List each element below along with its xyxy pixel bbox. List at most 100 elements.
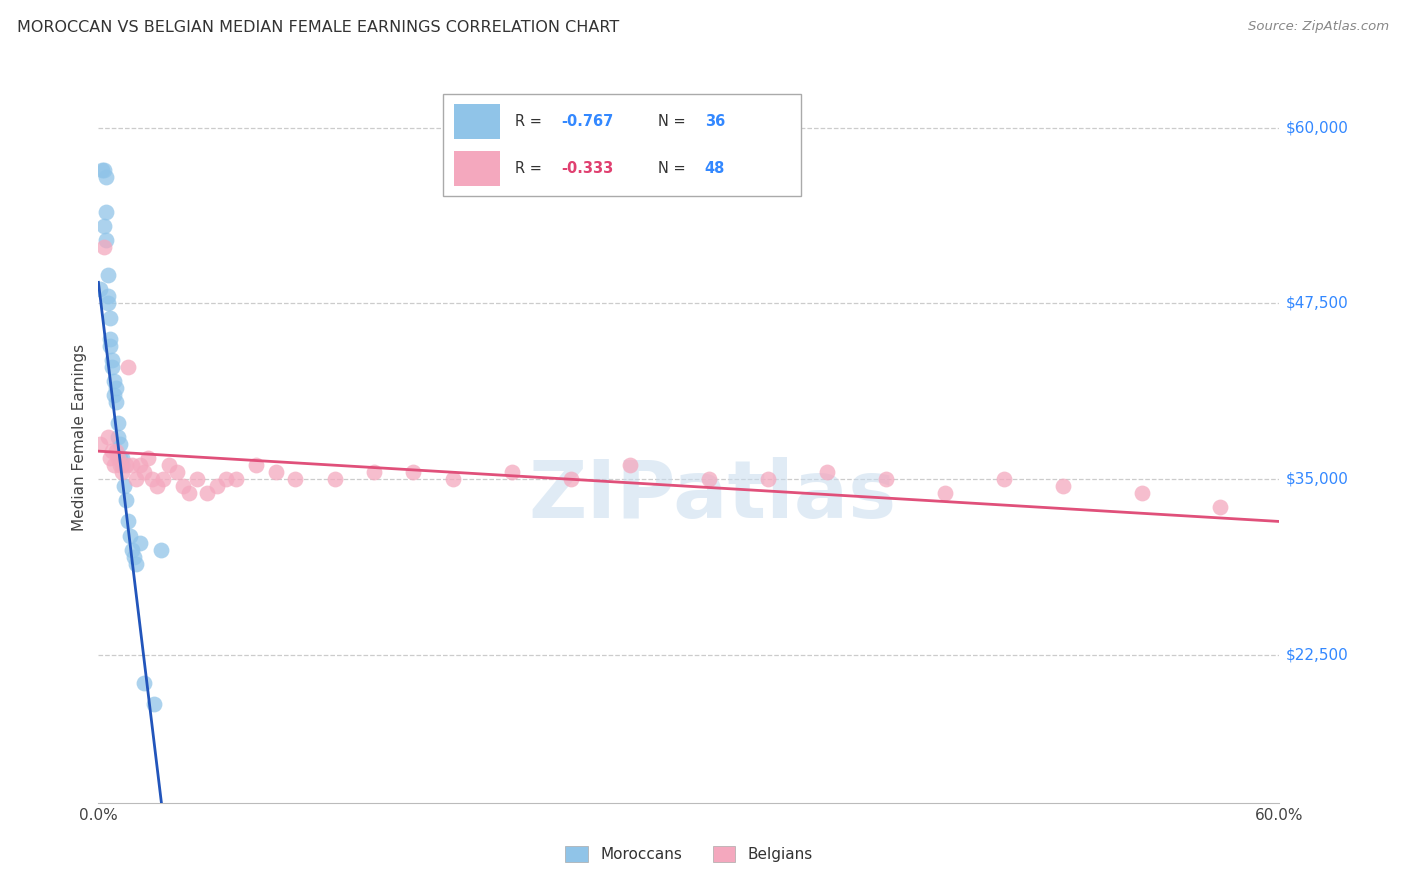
Point <box>132 465 155 479</box>
Point <box>111 458 134 473</box>
Point <box>98 332 121 346</box>
Y-axis label: Median Female Earnings: Median Female Earnings <box>72 343 87 531</box>
Point <box>619 458 641 473</box>
Point <box>363 465 385 479</box>
Point <box>1209 500 1232 515</box>
Point <box>166 465 188 479</box>
Point <box>96 205 118 219</box>
Text: $22,500: $22,500 <box>1285 648 1348 663</box>
Point <box>815 465 838 479</box>
Point <box>103 388 125 402</box>
Point <box>93 219 115 233</box>
Point <box>98 310 121 325</box>
Point <box>323 472 346 486</box>
Point <box>96 233 118 247</box>
Point <box>122 549 145 564</box>
Point <box>934 486 956 500</box>
Point <box>107 416 129 430</box>
Point <box>128 535 150 549</box>
Text: R =: R = <box>515 114 546 128</box>
Point <box>117 515 139 529</box>
Point <box>108 451 131 466</box>
Point <box>97 289 120 303</box>
Point <box>93 240 115 254</box>
Point <box>117 359 139 374</box>
Point <box>141 472 163 486</box>
Legend: Moroccans, Belgians: Moroccans, Belgians <box>558 840 820 868</box>
Point <box>152 472 174 486</box>
Point <box>101 359 124 374</box>
Point <box>125 557 148 571</box>
Point <box>121 542 143 557</box>
Point <box>111 465 134 479</box>
Point <box>875 472 897 486</box>
Point <box>112 479 135 493</box>
Text: -0.333: -0.333 <box>561 161 613 176</box>
Point <box>993 472 1015 486</box>
FancyBboxPatch shape <box>454 104 501 139</box>
Point <box>108 458 131 473</box>
Point <box>157 458 180 473</box>
Point <box>501 465 523 479</box>
Point <box>136 451 159 466</box>
Point <box>756 472 779 486</box>
Point <box>108 437 131 451</box>
Point <box>215 472 238 486</box>
Point <box>101 352 124 367</box>
Point <box>107 430 129 444</box>
Text: $35,000: $35,000 <box>1285 472 1348 487</box>
Point <box>150 542 173 557</box>
Point <box>118 528 141 542</box>
Point <box>98 451 121 466</box>
Point <box>103 458 125 473</box>
Text: Source: ZipAtlas.com: Source: ZipAtlas.com <box>1249 20 1389 33</box>
Point <box>105 395 128 409</box>
Point <box>177 486 200 500</box>
Text: $47,500: $47,500 <box>1285 296 1348 311</box>
Point <box>172 479 194 493</box>
Point <box>115 458 138 473</box>
Point <box>98 338 121 352</box>
Point <box>105 444 128 458</box>
Point <box>89 437 111 451</box>
Text: ZIPatlas: ZIPatlas <box>529 457 897 534</box>
Point <box>93 162 115 177</box>
FancyBboxPatch shape <box>454 151 501 186</box>
Point <box>560 472 582 486</box>
Point <box>146 479 169 493</box>
Point <box>186 472 208 486</box>
Point <box>101 444 124 458</box>
Point <box>205 479 228 493</box>
Point <box>105 381 128 395</box>
Point <box>245 458 267 473</box>
Point <box>142 698 165 712</box>
Point <box>97 268 120 283</box>
Point <box>284 472 307 486</box>
Text: 36: 36 <box>704 114 725 128</box>
Point <box>107 451 129 466</box>
Text: 48: 48 <box>704 161 725 176</box>
Text: R =: R = <box>515 161 546 176</box>
Point <box>115 493 138 508</box>
Point <box>132 676 155 690</box>
Point <box>402 465 425 479</box>
Text: $60,000: $60,000 <box>1285 120 1348 135</box>
Point <box>1130 486 1153 500</box>
Point <box>97 296 120 310</box>
Point <box>125 472 148 486</box>
Point <box>89 282 111 296</box>
Point <box>97 430 120 444</box>
Point <box>441 472 464 486</box>
Point <box>103 374 125 388</box>
FancyBboxPatch shape <box>443 94 801 196</box>
Point <box>697 472 720 486</box>
Point <box>91 162 114 177</box>
Text: -0.767: -0.767 <box>561 114 613 128</box>
Text: MOROCCAN VS BELGIAN MEDIAN FEMALE EARNINGS CORRELATION CHART: MOROCCAN VS BELGIAN MEDIAN FEMALE EARNIN… <box>17 20 619 35</box>
Point <box>111 451 134 466</box>
Point <box>264 465 287 479</box>
Text: N =: N = <box>658 114 690 128</box>
Point <box>121 458 143 473</box>
Point <box>128 458 150 473</box>
Point <box>225 472 247 486</box>
